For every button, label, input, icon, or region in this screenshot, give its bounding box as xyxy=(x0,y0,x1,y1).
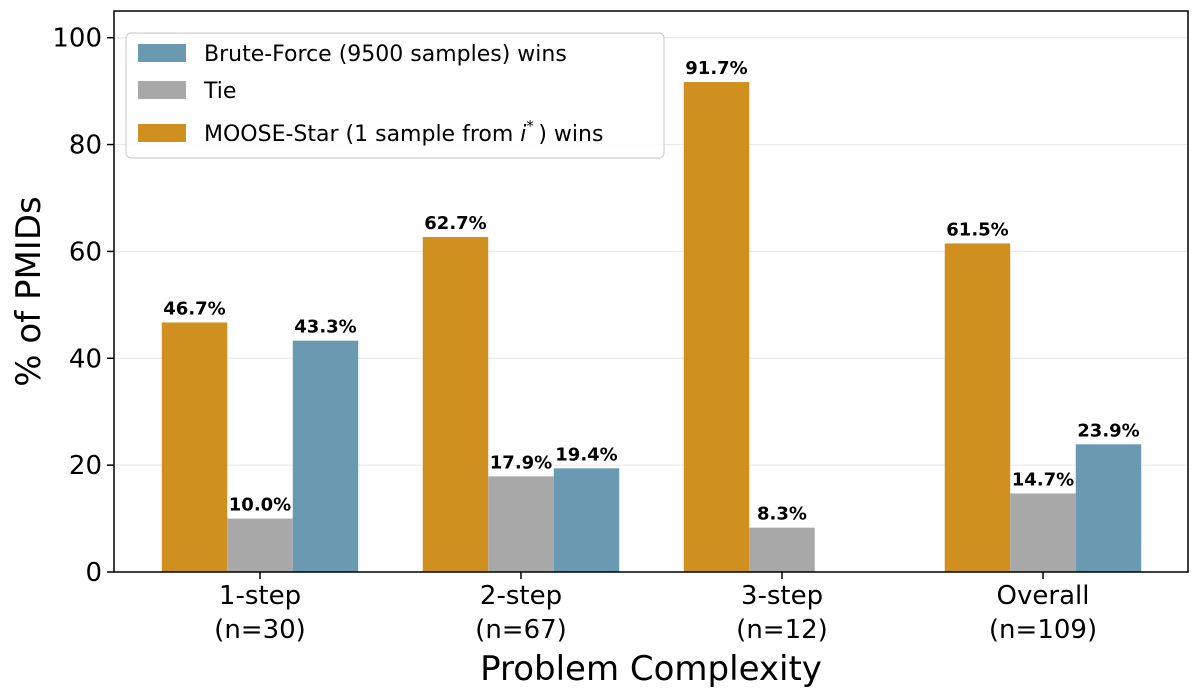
bar-value-label: 23.9% xyxy=(1077,420,1139,441)
y-tick-label: 40 xyxy=(69,344,102,374)
x-tick-sublabel: (n=67) xyxy=(475,615,567,645)
bar-value-label: 91.7% xyxy=(685,58,747,79)
bar xyxy=(944,243,1011,572)
x-tick-sublabel: (n=109) xyxy=(989,615,1097,645)
y-axis: 0 20 40 60 80 100 xyxy=(52,24,114,588)
bar xyxy=(227,518,293,572)
bar-value-label: 8.3% xyxy=(757,504,807,525)
x-tick-sublabel: (n=12) xyxy=(736,615,828,645)
y-tick-label: 60 xyxy=(69,237,102,267)
bar xyxy=(1075,444,1142,572)
x-axis: 1-step (n=30) 2-step (n=67) 3-step (n=12) Over… xyxy=(214,572,1097,645)
legend-entry: MOOSE-Star (1 sample from i* ) wins xyxy=(204,117,603,147)
bar-value-label: 14.7% xyxy=(1012,469,1074,490)
legend-swatch xyxy=(138,81,186,99)
y-axis-title: % of PMIDs xyxy=(9,196,49,386)
legend: Brute-Force (9500 samples) wins Tie MOOSE-… xyxy=(125,32,665,159)
x-tick-label: Overall xyxy=(997,581,1090,611)
bar-value-label: 17.9% xyxy=(490,452,552,473)
legend-swatch xyxy=(138,124,186,142)
x-tick-label: 3-step xyxy=(741,581,823,611)
bar xyxy=(749,527,815,572)
y-tick-label: 80 xyxy=(69,131,102,161)
legend-entry: Brute-Force (9500 samples) wins xyxy=(204,42,567,67)
bar-value-label: 61.5% xyxy=(946,219,1008,240)
x-tick-label: 1-step xyxy=(219,581,301,611)
bar-value-label: 19.4% xyxy=(555,444,617,465)
legend-swatch xyxy=(138,44,186,62)
bar xyxy=(553,468,620,572)
legend-entry: Tie xyxy=(203,79,236,104)
y-tick-label: 0 xyxy=(85,558,102,588)
bar xyxy=(292,340,359,572)
bar xyxy=(161,322,228,572)
y-tick-label: 100 xyxy=(52,24,102,54)
bar xyxy=(683,82,750,572)
legend-box xyxy=(125,32,665,159)
bar-value-label: 46.7% xyxy=(163,298,225,319)
bar-value-label: 10.0% xyxy=(229,495,291,516)
bar xyxy=(488,476,554,572)
bar-value-label: 43.3% xyxy=(294,317,356,338)
x-tick-sublabel: (n=30) xyxy=(214,615,306,645)
bar xyxy=(422,237,489,572)
x-axis-title: Problem Complexity xyxy=(480,649,822,689)
y-tick-label: 20 xyxy=(69,451,102,481)
bar xyxy=(1010,493,1076,572)
plot-frame xyxy=(113,10,1189,573)
value-labels: 46.7% 10.0% 43.3% 62.7% 17.9% 19.4% 91.7% 8.3% 6… xyxy=(163,58,1139,525)
x-tick-label: 2-step xyxy=(480,581,562,611)
bar-value-label: 62.7% xyxy=(424,213,486,234)
bars xyxy=(161,82,1142,572)
